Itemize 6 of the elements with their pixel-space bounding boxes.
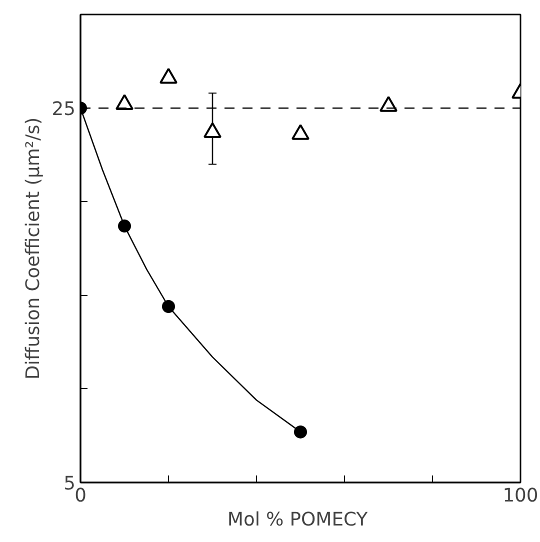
x-tick-label: 100 [502, 486, 538, 506]
y-axis-title: Diffusion Coefficient (μm²/s) [22, 117, 44, 380]
x-axis-title: Mol % POMECY [227, 510, 368, 530]
x-tick-label: 0 [74, 486, 86, 506]
y-tick-label: 5 [64, 474, 76, 494]
y-tick-label: 25 [52, 99, 76, 120]
